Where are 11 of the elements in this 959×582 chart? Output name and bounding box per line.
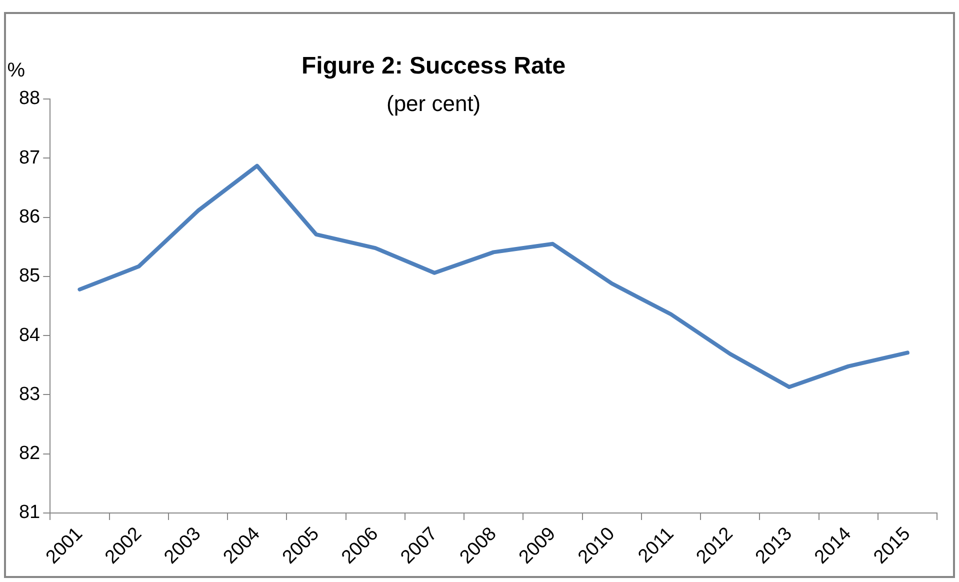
- y-tick-label: 87: [18, 147, 40, 168]
- y-tick-label: 84: [18, 324, 41, 346]
- y-tick-label: 86: [18, 206, 40, 228]
- y-axis-title: %: [7, 60, 26, 82]
- y-tick-label: 82: [18, 443, 40, 464]
- chart-title: Figure 2: Success Rate: [302, 52, 566, 80]
- y-tick-label: 81: [18, 502, 40, 524]
- y-tick-label: 85: [18, 266, 40, 287]
- y-tick-label: 83: [18, 384, 40, 405]
- chart-subtitle: (per cent): [386, 91, 481, 116]
- y-tick-label: 88: [18, 88, 40, 110]
